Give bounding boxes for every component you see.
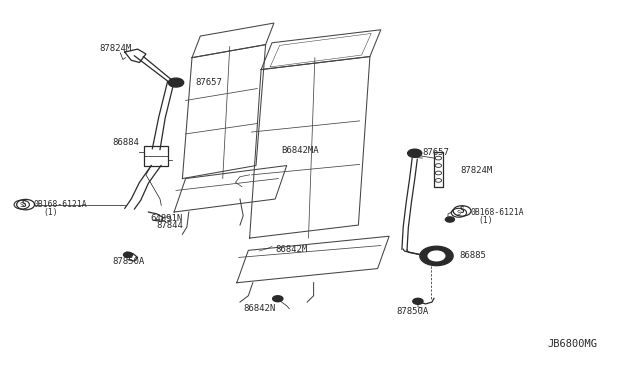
Text: 86885: 86885 (460, 251, 486, 260)
Text: 86842M: 86842M (275, 245, 307, 254)
Text: S: S (460, 206, 465, 215)
Text: S: S (457, 210, 461, 216)
Circle shape (420, 246, 453, 266)
Circle shape (124, 252, 132, 257)
Text: JB6800MG: JB6800MG (547, 339, 597, 349)
Text: (1): (1) (44, 208, 58, 217)
Text: 87824M: 87824M (99, 44, 131, 53)
Circle shape (428, 251, 445, 261)
Text: S: S (20, 202, 24, 208)
Text: S: S (22, 200, 27, 209)
Circle shape (413, 298, 423, 304)
Text: 86842N: 86842N (243, 304, 275, 312)
Text: 87850A: 87850A (397, 307, 429, 316)
Circle shape (168, 78, 184, 87)
Text: 87824M: 87824M (461, 166, 493, 175)
Text: 0B168-6121A: 0B168-6121A (470, 208, 524, 217)
Text: B6842MA: B6842MA (282, 146, 319, 155)
Text: 87657: 87657 (195, 78, 222, 87)
Text: 86884: 86884 (112, 138, 139, 147)
Circle shape (445, 217, 454, 222)
Text: (1): (1) (479, 216, 493, 225)
Text: 64891N: 64891N (150, 214, 182, 223)
Circle shape (273, 296, 283, 302)
Text: 87850A: 87850A (112, 257, 144, 266)
Text: 87844: 87844 (157, 221, 184, 230)
Circle shape (408, 149, 422, 157)
Text: 87657: 87657 (422, 148, 449, 157)
Text: 0B168-6121A: 0B168-6121A (33, 200, 87, 209)
